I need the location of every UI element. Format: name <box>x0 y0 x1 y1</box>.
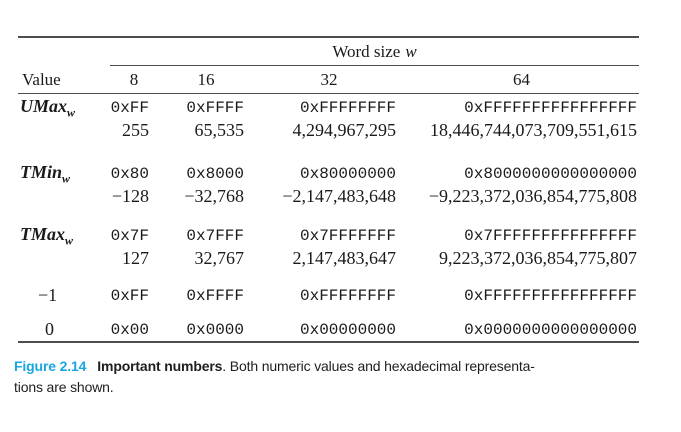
figure-number-label: Figure 2.14 <box>14 358 87 374</box>
hex-cell: 0x0000 <box>186 320 244 339</box>
dec-cell: −9,223,372,036,854,775,808 <box>428 186 637 206</box>
row-label-neg1: −1 <box>38 285 58 305</box>
dec-cell: 18,446,744,073,709,551,615 <box>430 120 637 140</box>
col-header-8: 8 <box>129 69 139 89</box>
word-size-variable: w <box>405 41 417 61</box>
hex-cell: 0x7FFF <box>186 227 244 246</box>
col-header-64: 64 <box>513 69 530 89</box>
hex-cell: 0x7FFFFFFF <box>299 227 396 246</box>
hex-cell: 0x0000000000000000 <box>464 320 637 339</box>
hex-cell: 0xFFFFFFFF <box>299 286 396 305</box>
hex-cell: 0x8000 <box>186 165 244 184</box>
hex-cell: 0xFFFFFFFFFFFFFFFF <box>464 286 637 305</box>
hex-cell: 0xFF <box>110 99 149 118</box>
dec-cell: 127 <box>122 248 149 268</box>
figure-caption: Figure 2.14 Important numbers. Both numer… <box>14 356 672 398</box>
column-header-row: Value 8 16 32 64 <box>18 66 639 94</box>
table-row-tmin-dec: −128 −32,768 −2,147,483,648 −9,223,372,0… <box>18 185 639 208</box>
row-label-umax: UMaxw <box>20 96 76 120</box>
caption-title: Important numbers <box>97 358 223 374</box>
table-body: UMaxw 0xFF 0xFFFF 0xFFFFFFFF 0xFFFFFFFFF… <box>18 94 639 341</box>
dec-cell: −128 <box>111 186 149 206</box>
table-row-neg1: −1 0xFF 0xFFFF 0xFFFFFFFF 0xFFFFFFFFFFFF… <box>18 284 639 307</box>
dec-cell: −2,147,483,648 <box>282 186 396 206</box>
dec-cell: 2,147,483,647 <box>292 248 397 268</box>
table-row-umax-dec: 255 65,535 4,294,967,295 18,446,744,073,… <box>18 119 639 142</box>
hex-cell: 0x00 <box>110 320 149 339</box>
table-row-zero: 0 0x00 0x0000 0x00000000 0x0000000000000… <box>18 318 639 341</box>
header-spacer <box>18 38 110 66</box>
hex-cell: 0xFF <box>110 286 149 305</box>
hex-cell: 0xFFFFFFFFFFFFFFFF <box>464 99 637 118</box>
word-size-header-row: Word size w <box>18 38 639 66</box>
caption-body-line1: . Both numeric values and hexadecimal re… <box>222 358 535 374</box>
hex-cell: 0x7FFFFFFFFFFFFFFF <box>464 227 637 246</box>
hex-cell: 0x7F <box>110 227 149 246</box>
col-header-16: 16 <box>197 69 215 89</box>
dec-cell: −32,768 <box>184 186 244 206</box>
word-size-header: Word size w <box>110 38 639 66</box>
row-label-zero: 0 <box>45 319 54 339</box>
hex-cell: 0xFFFF <box>186 99 244 118</box>
table-row-tmax-hex: TMaxw 0x7F 0x7FFF 0x7FFFFFFF 0x7FFFFFFFF… <box>18 224 639 248</box>
hex-cell: 0xFFFF <box>186 286 244 305</box>
dec-cell: 4,294,967,295 <box>292 120 397 140</box>
row-label-tmin: TMinw <box>20 162 71 186</box>
important-numbers-table: Word size w Value 8 16 32 64 UMaxw 0xFF … <box>18 36 639 343</box>
col-header-32: 32 <box>320 69 338 89</box>
value-column-header: Value <box>22 69 61 89</box>
caption-line-1: Figure 2.14 Important numbers. Both numer… <box>14 356 672 377</box>
table-row-tmax-dec: 127 32,767 2,147,483,647 9,223,372,036,8… <box>18 247 639 270</box>
table-row-tmin-hex: TMinw 0x80 0x8000 0x80000000 0x800000000… <box>18 162 639 186</box>
dec-cell: 65,535 <box>194 120 245 140</box>
hex-cell: 0x8000000000000000 <box>464 165 637 184</box>
table-row-umax-hex: UMaxw 0xFF 0xFFFF 0xFFFFFFFF 0xFFFFFFFFF… <box>18 96 639 120</box>
hex-cell: 0x00000000 <box>299 320 396 339</box>
hex-cell: 0xFFFFFFFF <box>299 99 396 118</box>
dec-cell: 32,767 <box>194 248 245 268</box>
hex-cell: 0x80000000 <box>299 165 396 184</box>
row-label-tmax: TMaxw <box>20 224 74 248</box>
word-size-label: Word size <box>332 41 401 61</box>
hex-cell: 0x80 <box>110 165 149 184</box>
caption-line-2: tions are shown. <box>14 379 114 395</box>
dec-cell: 9,223,372,036,854,775,807 <box>439 248 637 268</box>
dec-cell: 255 <box>122 120 149 140</box>
